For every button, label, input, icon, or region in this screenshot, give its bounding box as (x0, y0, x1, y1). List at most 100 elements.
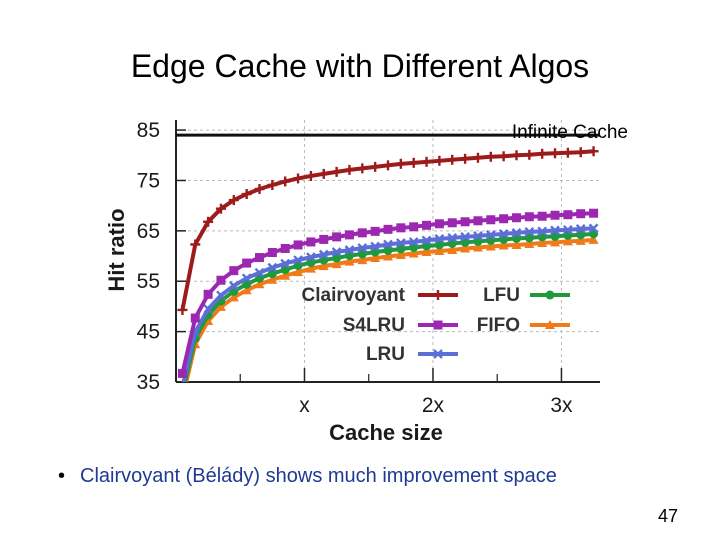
x-tick-label: 2x (422, 394, 445, 417)
data-point-lru (408, 237, 419, 247)
data-point-fifo (408, 248, 419, 258)
slide-title: Edge Cache with Different Algos (130, 48, 590, 84)
tick-labels: 35 45 55 65 75 85 x 2x 3x (137, 119, 573, 417)
x-marker-b (254, 267, 265, 278)
x-marker-b (293, 255, 303, 265)
data-point-lru (498, 229, 509, 239)
x-marker-b (524, 227, 535, 237)
data-point-fifo (498, 240, 509, 250)
data-point-clairvoyant (280, 176, 291, 187)
data-point-lru (228, 280, 239, 291)
data-point-lru (524, 227, 535, 237)
data-point-s4lru (242, 258, 252, 268)
x-marker-b (344, 245, 355, 255)
data-point-clairvoyant (434, 155, 445, 166)
data-point-clairvoyant (177, 304, 188, 315)
data-point-clairvoyant (254, 184, 265, 195)
data-point-s4lru (306, 237, 316, 247)
data-point-fifo (267, 274, 278, 284)
data-point-lru (473, 231, 483, 241)
data-point-fifo (241, 285, 252, 295)
data-point-fifo (215, 301, 226, 311)
data-point-s4lru (216, 275, 226, 285)
x-marker-b (228, 280, 239, 291)
data-point-lru (318, 249, 329, 260)
data-point-fifo (562, 236, 573, 246)
data-point-clairvoyant (460, 153, 471, 164)
y-tick-label: 75 (137, 169, 160, 192)
data-point-s4lru (460, 217, 470, 227)
data-point-fifo (344, 256, 355, 266)
data-point-s4lru (537, 211, 547, 221)
data-point-lru (293, 255, 303, 265)
data-point-s4lru (255, 253, 265, 263)
x-marker-b (203, 304, 213, 314)
x-marker-b (178, 383, 186, 391)
series-lru (178, 223, 599, 391)
data-point-clairvoyant (383, 160, 393, 171)
data-point-clairvoyant (267, 179, 278, 190)
series-lfu (178, 229, 599, 398)
x-marker-b (318, 249, 329, 260)
data-point-fifo (370, 253, 381, 263)
data-point-clairvoyant (215, 203, 226, 214)
x-marker-b (575, 223, 586, 234)
data-point-clairvoyant (550, 148, 561, 159)
infinite-cache-annotation: Infinite Cache (512, 122, 628, 143)
x-marker-b (306, 252, 316, 262)
data-point-s4lru (473, 216, 483, 226)
data-point-clairvoyant (318, 168, 329, 179)
data-point-lru (511, 228, 522, 238)
data-point-lru (395, 238, 406, 248)
data-point-fifo (588, 234, 599, 244)
data-point-fifo (550, 237, 561, 247)
x-marker-b (433, 349, 443, 359)
data-point-clairvoyant (588, 146, 599, 157)
bullet-prefix: Clairvoyant ( (80, 465, 193, 487)
data-point-fifo (447, 244, 458, 254)
data-point-lru (178, 383, 186, 391)
hit-ratio-chart: 35 45 55 65 75 85 x 2x 3x Infinite Cache Cache s… (104, 119, 628, 445)
data-point-clairvoyant (293, 173, 304, 184)
data-point-clairvoyant (190, 239, 201, 250)
data-point-fifo (254, 279, 265, 289)
x-marker-b (267, 262, 278, 273)
data-point-clairvoyant (241, 189, 252, 200)
data-point-clairvoyant (485, 151, 496, 162)
data-point-s4lru (576, 209, 586, 219)
x-marker-b (563, 224, 573, 235)
series-clairvoyant (177, 146, 599, 315)
data-point-s4lru (280, 243, 290, 253)
data-point-fifo (460, 243, 471, 253)
data-point-clairvoyant (408, 157, 419, 168)
x-marker-b (395, 238, 406, 248)
data-point-lru (575, 223, 586, 234)
data-point-s4lru (550, 210, 560, 220)
data-point-clairvoyant (421, 156, 432, 167)
data-point-s4lru (524, 212, 534, 222)
x-tick-label: x (299, 394, 310, 417)
data-point-s4lru (190, 313, 200, 323)
bullet-highlight: Bélády (192, 465, 254, 487)
data-point-lru (485, 230, 496, 240)
x-marker-b (280, 258, 291, 269)
data-point-fifo (383, 251, 393, 261)
legend-label-s4lru: S4LRU (343, 315, 405, 336)
x-marker-a (178, 383, 186, 391)
data-point-lfu (178, 389, 187, 398)
series-s4lru (177, 208, 599, 378)
legend-label-fifo: FIFO (477, 315, 520, 336)
legend-marker-lru (433, 349, 443, 359)
data-point-s4lru (203, 289, 213, 299)
data-point-lru (434, 234, 445, 244)
bullet-point: • Clairvoyant (Bélády) shows much improve… (58, 465, 557, 488)
data-point-clairvoyant (357, 163, 368, 174)
data-point-fifo (318, 261, 329, 271)
legend-marker-lfu (545, 290, 555, 300)
data-point-clairvoyant (498, 151, 509, 162)
data-point-s4lru (383, 224, 393, 234)
data-point-s4lru (177, 368, 187, 378)
data-point-s4lru (511, 213, 521, 223)
data-point-fifo (305, 263, 316, 273)
data-point-lru (216, 290, 226, 301)
